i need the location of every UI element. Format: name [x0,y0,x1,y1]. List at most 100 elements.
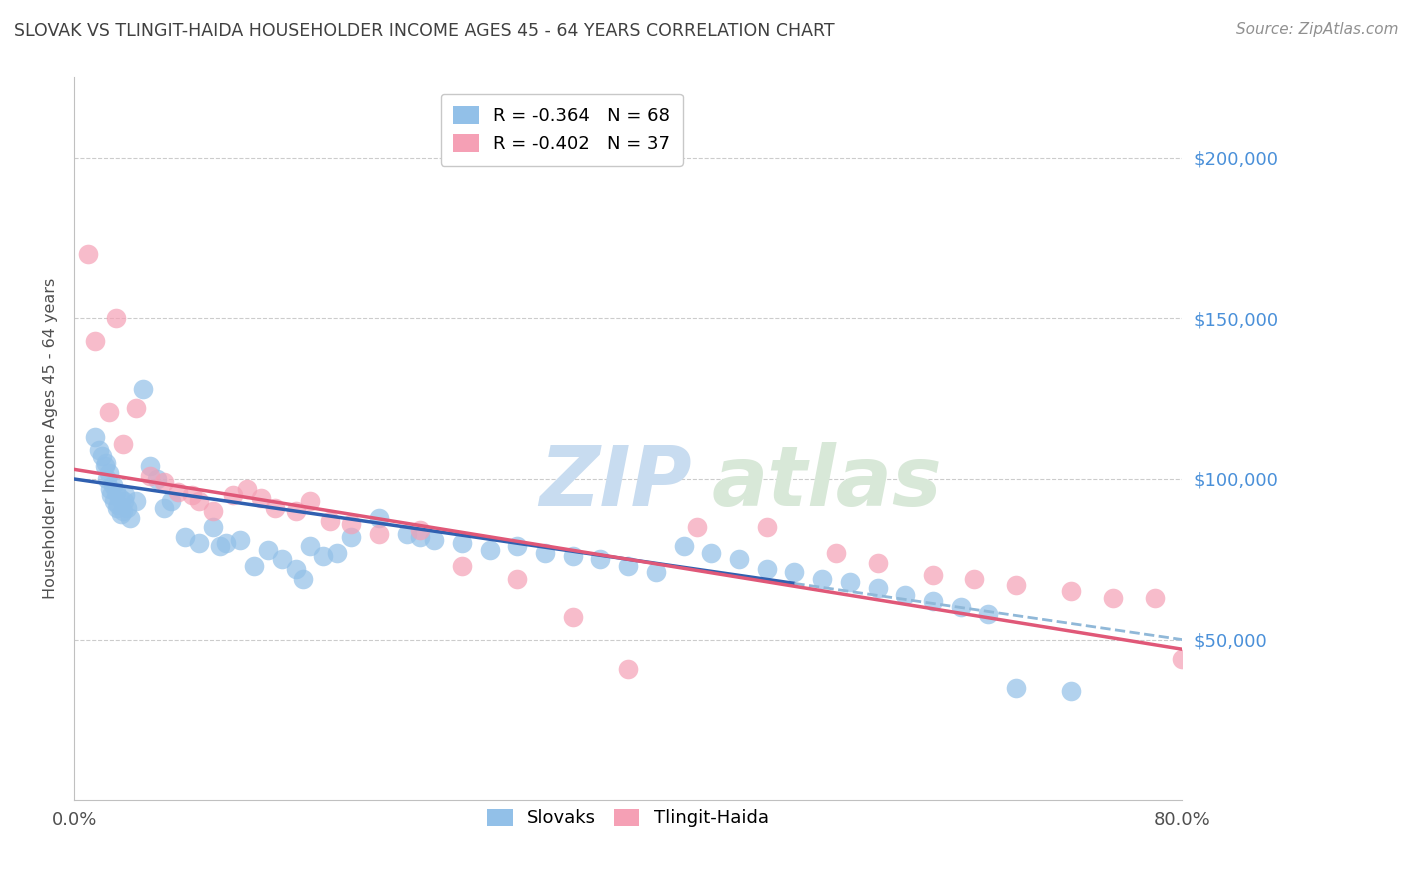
Point [110,508,132,522]
Point [139,459,162,474]
Point [284,562,307,576]
Point [139,468,162,483]
Point [866,556,889,570]
Point [229,533,252,547]
Point [298,494,321,508]
Point [949,600,972,615]
Point [94,456,117,470]
Point [506,572,529,586]
Point [270,552,292,566]
Point [180,488,202,502]
Point [326,546,349,560]
Point [83,334,105,348]
Point [222,488,245,502]
Point [98,482,121,496]
Point [97,466,120,480]
Point [811,572,834,586]
Point [1102,591,1125,605]
Point [174,530,197,544]
Point [409,524,432,538]
Point [112,494,135,508]
Point [257,542,280,557]
Point [104,311,127,326]
Point [1005,578,1028,592]
Point [108,491,131,506]
Point [825,546,848,560]
Point [111,436,134,450]
Point [146,472,169,486]
Point [894,588,917,602]
Text: Source: ZipAtlas.com: Source: ZipAtlas.com [1236,22,1399,37]
Point [1060,584,1083,599]
Point [977,607,1000,621]
Point [187,494,209,508]
Point [105,500,128,515]
Point [125,494,148,508]
Point [755,562,778,576]
Point [83,430,105,444]
Point [922,594,945,608]
Point [243,558,266,573]
Point [236,482,259,496]
Text: atlas: atlas [711,442,942,523]
Text: ZIP: ZIP [540,442,692,523]
Point [115,500,138,515]
Point [1143,591,1166,605]
Point [617,661,640,675]
Point [963,572,986,586]
Point [534,546,557,560]
Point [755,520,778,534]
Point [700,546,723,560]
Point [284,504,307,518]
Point [153,475,176,490]
Point [187,536,209,550]
Point [340,516,363,531]
Point [672,540,695,554]
Point [118,510,141,524]
Text: SLOVAK VS TLINGIT-HAIDA HOUSEHOLDER INCOME AGES 45 - 64 YEARS CORRELATION CHART: SLOVAK VS TLINGIT-HAIDA HOUSEHOLDER INCO… [14,22,835,40]
Point [1171,652,1194,666]
Point [250,491,273,506]
Point [367,526,389,541]
Point [340,530,363,544]
Point [1005,681,1028,695]
Point [395,526,418,541]
Point [125,401,148,416]
Point [783,565,806,579]
Point [90,450,112,464]
Point [298,540,321,554]
Point [561,549,583,563]
Point [160,494,183,508]
Point [104,484,127,499]
Point [167,484,190,499]
Point [264,500,287,515]
Y-axis label: Householder Income Ages 45 - 64 years: Householder Income Ages 45 - 64 years [44,278,58,599]
Point [451,558,474,573]
Point [103,494,125,508]
Point [215,536,238,550]
Point [114,488,136,502]
Point [96,472,118,486]
Point [617,558,640,573]
Point [409,530,432,544]
Point [101,478,124,492]
Point [153,500,176,515]
Point [100,488,122,502]
Point [866,581,889,595]
Point [367,510,389,524]
Point [728,552,751,566]
Point [319,514,342,528]
Point [423,533,446,547]
Point [107,498,129,512]
Point [93,459,115,474]
Point [201,504,224,518]
Point [1060,684,1083,698]
Point [686,520,709,534]
Point [922,568,945,582]
Point [132,382,155,396]
Point [111,504,134,518]
Point [208,540,231,554]
Point [561,610,583,624]
Point [838,574,860,589]
Point [312,549,335,563]
